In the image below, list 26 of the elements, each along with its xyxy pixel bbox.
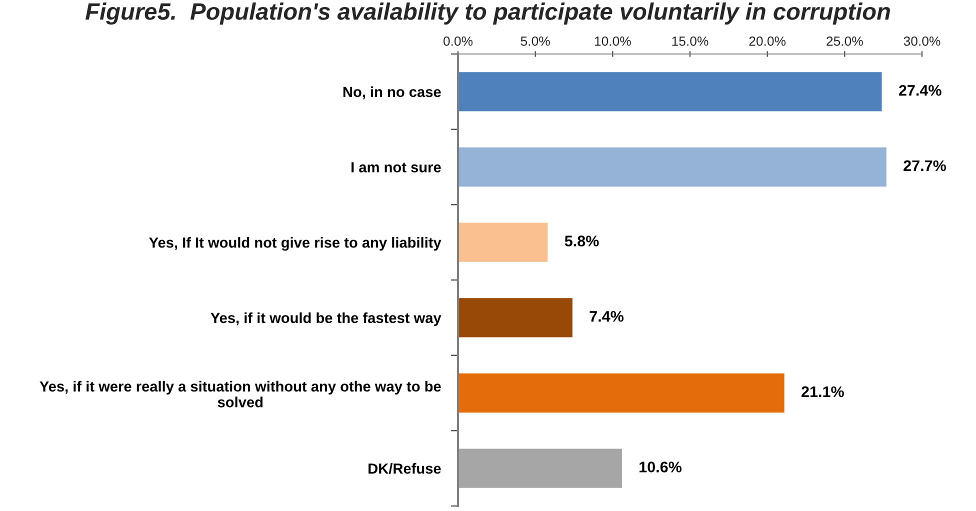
y-tick-label: I am not sure bbox=[352, 162, 441, 172]
x-tick-label: 5.0% bbox=[520, 36, 550, 46]
y-tick-label: Yes, If It would not give rise to any liability bbox=[149, 237, 442, 251]
y-tick-label: Yes, if it would be the fastest way bbox=[210, 312, 442, 326]
bar bbox=[458, 298, 572, 338]
chart-title: Figure5. Population's availability to participate voluntarily in corruption bbox=[86, 2, 890, 25]
data-label: 27.4% bbox=[898, 84, 942, 96]
bar bbox=[458, 373, 784, 413]
x-tick-label: 15.0% bbox=[672, 36, 708, 46]
y-tick-label: DK/Refuse bbox=[368, 463, 441, 474]
x-tick-label: 25.0% bbox=[826, 36, 863, 46]
data-label: 5.8% bbox=[564, 236, 599, 246]
x-tick-label: 30.0% bbox=[904, 36, 940, 46]
bar bbox=[458, 222, 548, 262]
bar bbox=[458, 448, 622, 488]
y-tick-label: Yes, if it were really a situation without any othe way to be solved bbox=[40, 380, 441, 408]
data-label: 10.6% bbox=[640, 462, 682, 472]
x-tick-label: 20.0% bbox=[749, 36, 786, 46]
data-label: 27.7% bbox=[904, 160, 946, 172]
bar bbox=[458, 72, 882, 112]
x-tick-label: 0.0% bbox=[443, 36, 473, 46]
bar bbox=[458, 147, 886, 187]
data-label: 21.1% bbox=[802, 386, 844, 398]
data-label: 7.4% bbox=[590, 310, 624, 322]
y-tick-label: No, in no case bbox=[343, 86, 441, 100]
x-tick-label: 10.0% bbox=[594, 36, 631, 46]
